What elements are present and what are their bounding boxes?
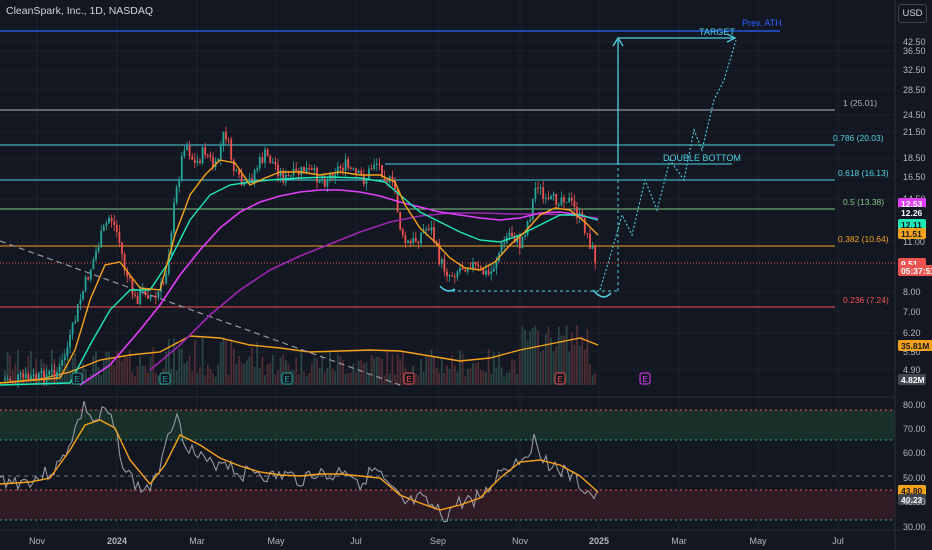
rsi-overbought-zone <box>0 410 895 440</box>
time-tick-label: 2025 <box>589 536 609 546</box>
price-tag-text: 4.82M <box>901 375 925 385</box>
price-tag-text: 12.26 <box>901 208 923 218</box>
prev-ath-label: Prev. ATH <box>742 18 782 28</box>
ma-100-line <box>79 189 599 386</box>
target-label: TARGET <box>699 27 735 37</box>
price-tick-label: 36.50 <box>903 46 926 56</box>
ema-20-line <box>0 159 599 384</box>
fib-label-0236: 0.236 (7.24) <box>843 295 889 305</box>
rsi-tick-label: 80.00 <box>903 400 926 410</box>
time-tick-label: Mar <box>189 536 205 546</box>
price-tag-text: 12.53 <box>901 199 923 209</box>
price-tick-label: 28.50 <box>903 85 926 95</box>
fib-label-05: 0.5 (13.38) <box>843 197 884 207</box>
rsi-tick-label: 40.00 <box>903 497 926 507</box>
earnings-marker[interactable] <box>639 372 651 385</box>
price-tag-text: 05:37:51 <box>901 266 932 276</box>
earnings-marker-label: E <box>642 375 647 384</box>
ema-50-line <box>0 176 599 386</box>
fib-label-0786: 0.786 (20.03) <box>833 133 884 143</box>
price-tick-label: 16.50 <box>903 172 926 182</box>
price-tag-text: 12.11 <box>901 220 922 230</box>
time-tick-label: May <box>267 536 285 546</box>
price-tick-label: 6.20 <box>903 328 921 338</box>
price-tick-label: 11.00 <box>903 237 925 247</box>
time-tick-label: May <box>749 536 767 546</box>
rsi-tag-text: 40.23 <box>901 495 923 505</box>
earnings-marker-label: E <box>406 375 411 384</box>
price-tag-text: 9.51 <box>901 259 918 269</box>
rsi-axis[interactable]: 80.00 70.00 60.00 50.00 40.00 30.00 <box>903 400 926 532</box>
price-tick-label: 4.90 <box>903 365 921 375</box>
second-bottom-mark <box>592 289 612 298</box>
target-line-arrowhead <box>726 33 737 43</box>
price-tick-label: 7.00 <box>903 307 921 317</box>
double-bottom-label: DOUBLE BOTTOM <box>663 153 741 163</box>
price-tick-label: 18.50 <box>903 153 926 163</box>
price-tick-label: 42.50 <box>903 37 926 47</box>
earnings-marker-label: E <box>74 375 79 384</box>
price-tick-label: 32.50 <box>903 65 926 75</box>
price-tag <box>898 265 932 276</box>
rsi-tag-text: 43.80 <box>901 486 923 496</box>
price-tag <box>898 228 926 239</box>
rsi-tick-label: 30.00 <box>903 522 926 532</box>
rsi-tick-label: 50.00 <box>903 473 926 483</box>
time-tick-label: 2024 <box>107 536 127 546</box>
ma-200-line <box>149 212 599 371</box>
chart-grid <box>0 0 895 530</box>
time-tick-label: Nov <box>512 536 529 546</box>
time-tick-label: Sep <box>430 536 446 546</box>
price-tag <box>898 207 926 218</box>
first-bottom-mark <box>439 285 456 292</box>
rsi-tag <box>898 494 926 505</box>
price-tick-label: 8.00 <box>903 287 921 297</box>
rsi-oversold-zone <box>0 490 895 520</box>
fib-label-0382: 0.382 (10.64) <box>838 234 889 244</box>
rsi-tick-label: 60.00 <box>903 448 926 458</box>
earnings-marker[interactable] <box>281 372 293 385</box>
price-tick-label: 21.50 <box>903 127 926 137</box>
currency-button[interactable]: USD <box>898 4 927 23</box>
chart-title[interactable]: CleanSpark, Inc., 1D, NASDAQ <box>6 5 154 17</box>
price-tag <box>898 374 926 385</box>
time-tick-label: Jul <box>832 536 844 546</box>
time-axis[interactable]: Nov 2024 Mar May Jul Sep Nov 2025 Mar May Jul <box>29 536 844 546</box>
price-tick-label: 5.50 <box>903 347 921 357</box>
fib-label-1: 1 (25.01) <box>843 98 877 108</box>
earnings-marker[interactable] <box>71 372 83 385</box>
fib-label-0618: 0.618 (16.13) <box>838 168 889 178</box>
price-tag <box>898 219 926 230</box>
volume-ma-line <box>0 335 599 384</box>
rsi-tag <box>898 485 926 496</box>
price-tag <box>898 198 926 209</box>
price-tag-text: 35.81M <box>901 341 929 351</box>
price-tag <box>898 340 932 351</box>
earnings-marker[interactable] <box>159 372 171 385</box>
rsi-ma-line <box>0 419 599 511</box>
earnings-marker[interactable] <box>554 372 566 385</box>
time-tick-label: Mar <box>671 536 687 546</box>
time-tick-label: Nov <box>29 536 46 546</box>
time-tick-label: Jul <box>350 536 362 546</box>
projected-path[interactable] <box>599 39 737 291</box>
downtrend-line[interactable] <box>0 240 401 386</box>
earnings-marker[interactable] <box>403 372 415 385</box>
price-tag-text: 11.51 <box>901 229 922 239</box>
rsi-line <box>0 401 598 523</box>
earnings-marker-label: E <box>284 375 289 384</box>
earnings-marker-label: E <box>162 375 167 384</box>
rsi-tick-label: 70.00 <box>903 424 926 434</box>
price-tick-label: 24.50 <box>903 110 926 120</box>
earnings-marker-label: E <box>557 375 562 384</box>
candlestick-series <box>4 126 597 389</box>
